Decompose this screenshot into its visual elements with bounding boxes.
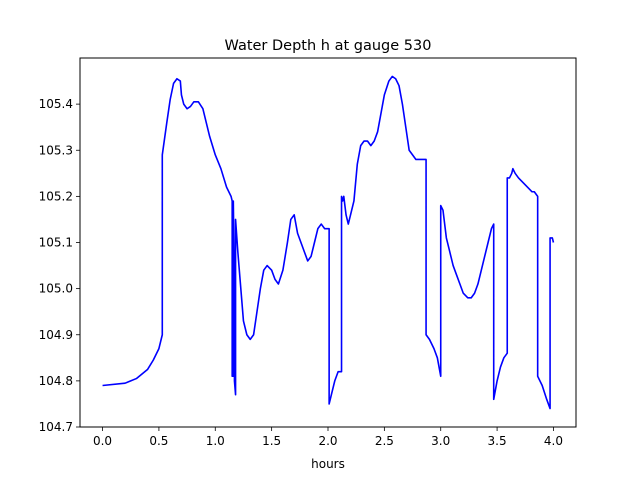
x-axis: 0.0 0.5 1.0 1.5 2.0 2.5 3.0 3.5 4.0 [93,427,563,448]
x-tick-label: 1.0 [206,434,225,448]
series-line-0 [102,75,555,410]
y-tick-label: 105.0 [39,282,73,296]
y-tick-label: 105.3 [39,143,73,157]
x-axis-label: hours [311,457,345,471]
x-tick-label: 0.0 [93,434,112,448]
y-tick-label: 104.7 [39,420,73,434]
y-tick-label: 105.1 [39,236,73,250]
series-layer [102,75,555,410]
y-tick-label: 104.9 [39,328,73,342]
x-tick-label: 3.5 [488,434,507,448]
x-tick-label: 1.5 [262,434,281,448]
x-tick-label: 4.0 [544,434,563,448]
x-tick-label: 2.5 [375,434,394,448]
y-tick-label: 105.2 [39,189,73,203]
y-axis: 104.7 104.8 104.9 105.0 105.1 105.2 105.3 105.4 [39,97,80,434]
chart-title: Water Depth h at gauge 530 [225,38,432,54]
x-tick-label: 3.0 [431,434,450,448]
y-tick-label: 105.4 [39,97,73,111]
y-tick-label: 104.8 [39,374,73,388]
x-tick-label: 0.5 [149,434,168,448]
x-tick-label: 2.0 [318,434,337,448]
